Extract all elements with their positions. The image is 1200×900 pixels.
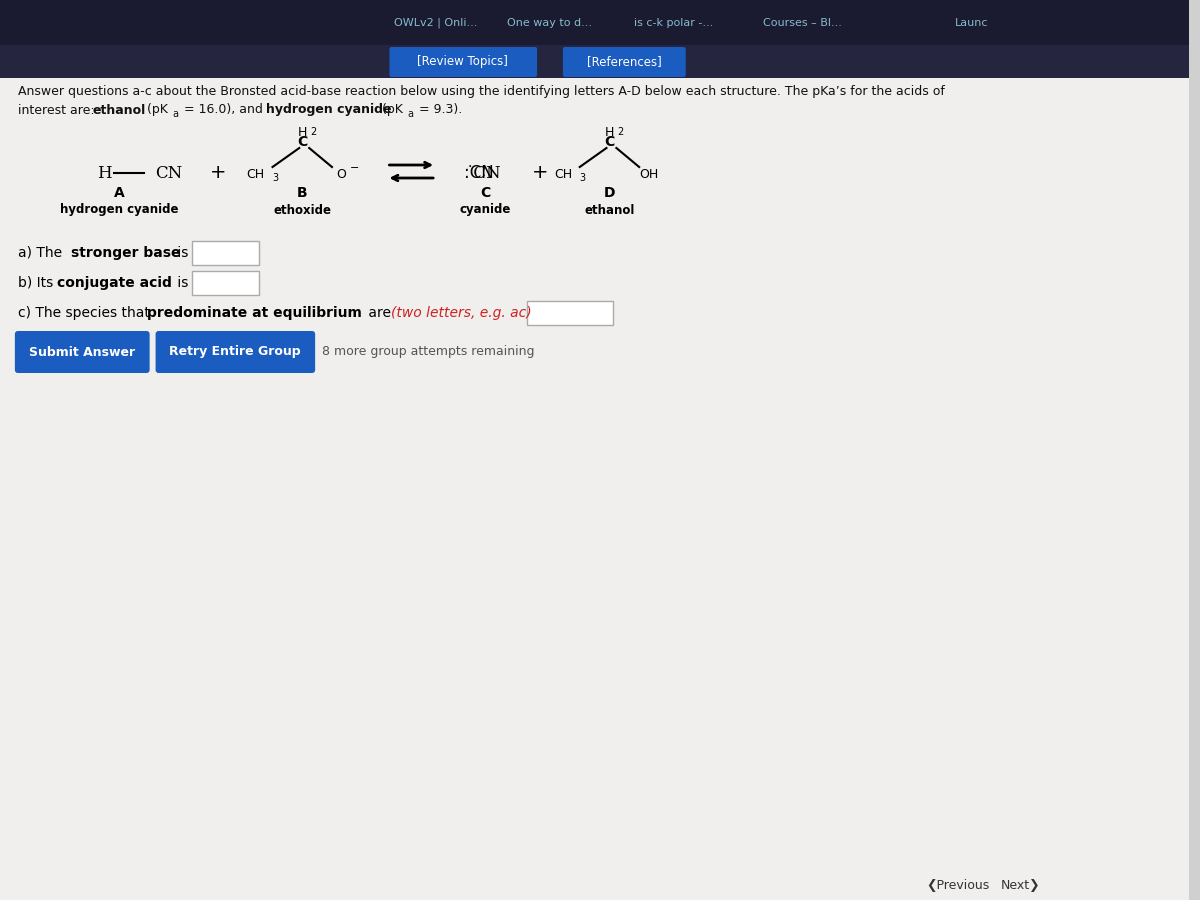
Text: One way to d...: One way to d... (508, 18, 593, 28)
Text: −: − (350, 163, 359, 173)
FancyBboxPatch shape (14, 331, 150, 373)
Text: 3: 3 (272, 173, 278, 183)
Text: (pK: (pK (378, 104, 402, 116)
FancyBboxPatch shape (390, 47, 538, 77)
Text: CH: CH (554, 167, 572, 181)
Text: Next❯: Next❯ (1001, 878, 1040, 892)
Text: +: + (210, 164, 227, 183)
Text: 2: 2 (617, 127, 624, 137)
Text: CH: CH (247, 167, 265, 181)
Text: ˙CN: ˙CN (466, 165, 502, 182)
FancyBboxPatch shape (527, 301, 613, 325)
Text: 8 more group attempts remaining: 8 more group attempts remaining (322, 346, 534, 358)
FancyBboxPatch shape (0, 0, 1189, 45)
Text: are: are (364, 306, 395, 320)
Text: is: is (174, 276, 188, 290)
Text: :CN: :CN (463, 164, 493, 182)
Text: conjugate acid: conjugate acid (58, 276, 173, 290)
Text: hydrogen cyanide: hydrogen cyanide (60, 203, 178, 217)
Text: H: H (605, 125, 614, 139)
Text: (pK: (pK (143, 104, 168, 116)
Text: O: O (336, 167, 346, 181)
Text: B: B (296, 186, 307, 200)
FancyBboxPatch shape (0, 45, 1189, 900)
Text: stronger base: stronger base (71, 246, 181, 260)
Text: A: A (114, 186, 125, 200)
Text: ❮Previous: ❮Previous (926, 878, 990, 892)
Text: 3: 3 (580, 173, 586, 183)
Text: ethanol: ethanol (92, 104, 145, 116)
FancyBboxPatch shape (192, 271, 259, 295)
Text: a) The: a) The (18, 246, 66, 260)
Text: [References]: [References] (587, 56, 661, 68)
Text: C: C (298, 135, 307, 149)
Text: a: a (407, 109, 413, 119)
FancyBboxPatch shape (192, 241, 259, 265)
Text: Courses – Bl...: Courses – Bl... (763, 18, 842, 28)
FancyBboxPatch shape (156, 331, 316, 373)
Text: predominate at equilibrium: predominate at equilibrium (146, 306, 361, 320)
Text: C: C (480, 186, 491, 200)
Text: D: D (604, 186, 616, 200)
Text: Launc: Launc (954, 18, 988, 28)
Text: cyanide: cyanide (460, 203, 511, 217)
Text: OWLv2 | Onli...: OWLv2 | Onli... (395, 18, 478, 28)
Text: OH: OH (640, 167, 659, 181)
Text: [Review Topics]: [Review Topics] (418, 56, 509, 68)
Text: C: C (605, 135, 614, 149)
Text: is c-k polar -...: is c-k polar -... (635, 18, 714, 28)
Text: (two letters, e.g. ac): (two letters, e.g. ac) (391, 306, 532, 320)
Text: +: + (532, 164, 548, 183)
Text: 2: 2 (310, 127, 317, 137)
Text: b) Its: b) Its (18, 276, 58, 290)
Text: ethanol: ethanol (584, 203, 635, 217)
Text: Submit Answer: Submit Answer (29, 346, 136, 358)
Text: is: is (174, 246, 188, 260)
Text: H: H (97, 165, 112, 182)
Text: Retry Entire Group: Retry Entire Group (169, 346, 301, 358)
Text: Answer questions a-c about the Bronsted acid-base reaction below using the ident: Answer questions a-c about the Bronsted … (18, 86, 944, 98)
Text: ethoxide: ethoxide (274, 203, 331, 217)
Text: hydrogen cyanide: hydrogen cyanide (265, 104, 391, 116)
Text: interest are:: interest are: (18, 104, 98, 116)
Text: CN: CN (156, 165, 182, 182)
Text: H: H (298, 125, 307, 139)
FancyBboxPatch shape (0, 45, 1189, 78)
Text: a: a (173, 109, 179, 119)
Text: = 9.3).: = 9.3). (415, 104, 462, 116)
Text: = 16.0), and: = 16.0), and (180, 104, 268, 116)
Text: c) The species that: c) The species that (18, 306, 154, 320)
FancyBboxPatch shape (563, 47, 685, 77)
